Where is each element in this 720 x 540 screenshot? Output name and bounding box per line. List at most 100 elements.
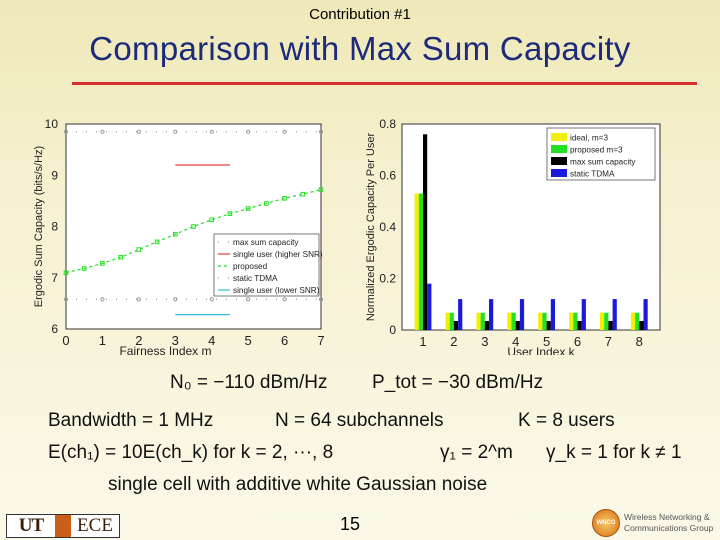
subchannels-equation: N = 64 subchannels: [275, 410, 444, 431]
x-tick-label: 2: [135, 333, 142, 348]
sum-capacity-chart: 6 7 8 9 10 0 1 2 3 4 5 6 7 Fairness Index m Ergodic Su…: [33, 117, 325, 355]
legend-label: ideal, m=3: [570, 134, 608, 143]
data-point: [118, 254, 123, 260]
bar: [538, 312, 543, 330]
legend-label: max sum capacity: [570, 158, 636, 167]
y-tick-label: 0.2: [379, 272, 396, 286]
legend-label: static TDMA: [570, 170, 615, 179]
bar: [507, 312, 512, 330]
data-point: [81, 266, 87, 271]
x-tick-label: 5: [245, 333, 252, 348]
bar: [515, 320, 520, 330]
bar: [480, 312, 485, 330]
data-point: [209, 297, 214, 302]
users-equation: K = 8 users: [518, 410, 615, 431]
bar: [414, 193, 419, 330]
bar: [581, 299, 586, 330]
data-point: [245, 206, 251, 211]
data-point: [318, 129, 324, 134]
y-tick-label: 0.6: [379, 169, 396, 183]
bar: [489, 299, 494, 330]
bar: [511, 312, 516, 330]
bar: [449, 312, 454, 330]
bar: [643, 299, 648, 330]
channel-energy-equation: E(ch₁) = 10E(ch_k) for k = 2, ···, 8: [48, 442, 334, 463]
wncg-name-line1: Wireless Networking &: [624, 512, 710, 522]
bar: [612, 299, 617, 330]
x-tick-label: 0: [62, 333, 69, 348]
y-tick-label: 7: [51, 271, 58, 285]
bar: [476, 312, 481, 330]
data-point: [300, 191, 306, 197]
longhorn-icon: [55, 515, 71, 537]
system-description: single cell with additive white Gaussian…: [108, 474, 488, 495]
x-tick-label: 1: [99, 333, 106, 348]
legend-swatch: [551, 133, 567, 141]
gammak-equation: γ_k = 1 for k ≠ 1: [546, 442, 682, 463]
y-tick-label: 10: [45, 117, 59, 131]
x-tick-label: 4: [512, 334, 519, 349]
data-point: [63, 297, 69, 302]
data-point: [246, 297, 251, 302]
y-tick-label: 8: [51, 220, 58, 234]
x-tick-label: 5: [543, 334, 550, 349]
data-point: [209, 129, 214, 134]
bar: [604, 312, 609, 330]
wncg-name-line2: Communications Group: [624, 523, 714, 533]
bar: [453, 320, 459, 330]
data-point: [282, 129, 287, 134]
y-axis-label: Normalized Ergodic Capacity Per User: [365, 133, 377, 322]
bar: [573, 312, 578, 330]
bar: [484, 320, 490, 330]
bar: [427, 283, 432, 330]
x-tick-label: 4: [208, 333, 215, 348]
bar: [458, 299, 463, 330]
data-point: [264, 201, 269, 206]
data-point: [173, 297, 178, 302]
legend-label: max sum capacity: [233, 238, 299, 247]
legend-label: single user (lower SNR): [233, 286, 320, 295]
legend-label: single user (higher SNR): [233, 250, 323, 259]
x-tick-label: 7: [605, 334, 612, 349]
data-point: [63, 270, 69, 275]
bar: [569, 312, 574, 330]
y-tick-label: 0.4: [379, 220, 396, 234]
gamma1-equation: γ₁ = 2^m: [440, 442, 513, 463]
bar: [608, 320, 613, 330]
data-point: [136, 247, 142, 252]
ut-logo-text: UT: [18, 515, 44, 536]
legend-label: proposed: [233, 262, 268, 271]
ece-logo-text: ECE: [77, 515, 113, 536]
data-point: [227, 211, 233, 216]
data-point: [172, 231, 178, 237]
data-point: [246, 129, 251, 134]
x-tick-label: 7: [317, 333, 324, 348]
bar: [546, 320, 551, 330]
y-tick-label: 9: [51, 168, 58, 182]
wncg-logo: WNCG Wireless Networking & Communication…: [592, 508, 718, 538]
bar: [639, 320, 644, 330]
x-axis-label: Fairness Index m: [119, 344, 211, 355]
x-tick-label: 1: [419, 334, 426, 349]
title-divider: [72, 82, 697, 85]
data-point: [282, 196, 287, 201]
data-point: [154, 239, 160, 245]
bar: [519, 299, 525, 330]
legend-label: proposed m=3: [570, 146, 623, 155]
legend-swatch: [551, 169, 567, 177]
legend-swatch: [551, 145, 567, 153]
bar: [550, 299, 556, 330]
noise-equation: N₀ = −110 dBm/Hz: [170, 372, 328, 393]
data-point: [282, 297, 287, 302]
slide-title: Comparison with Max Sum Capacity: [89, 30, 631, 67]
data-point: [100, 261, 105, 266]
x-tick-label: 3: [172, 333, 179, 348]
x-axis-label: User Index k: [507, 345, 575, 355]
bar: [423, 134, 428, 330]
section-label: Contribution #1: [309, 6, 411, 23]
bar: [418, 193, 424, 330]
x-tick-label: 3: [481, 334, 488, 349]
bar: [630, 312, 636, 330]
y-axis-label: Ergodic Sum Capacity (bits/s/Hz): [33, 146, 45, 307]
